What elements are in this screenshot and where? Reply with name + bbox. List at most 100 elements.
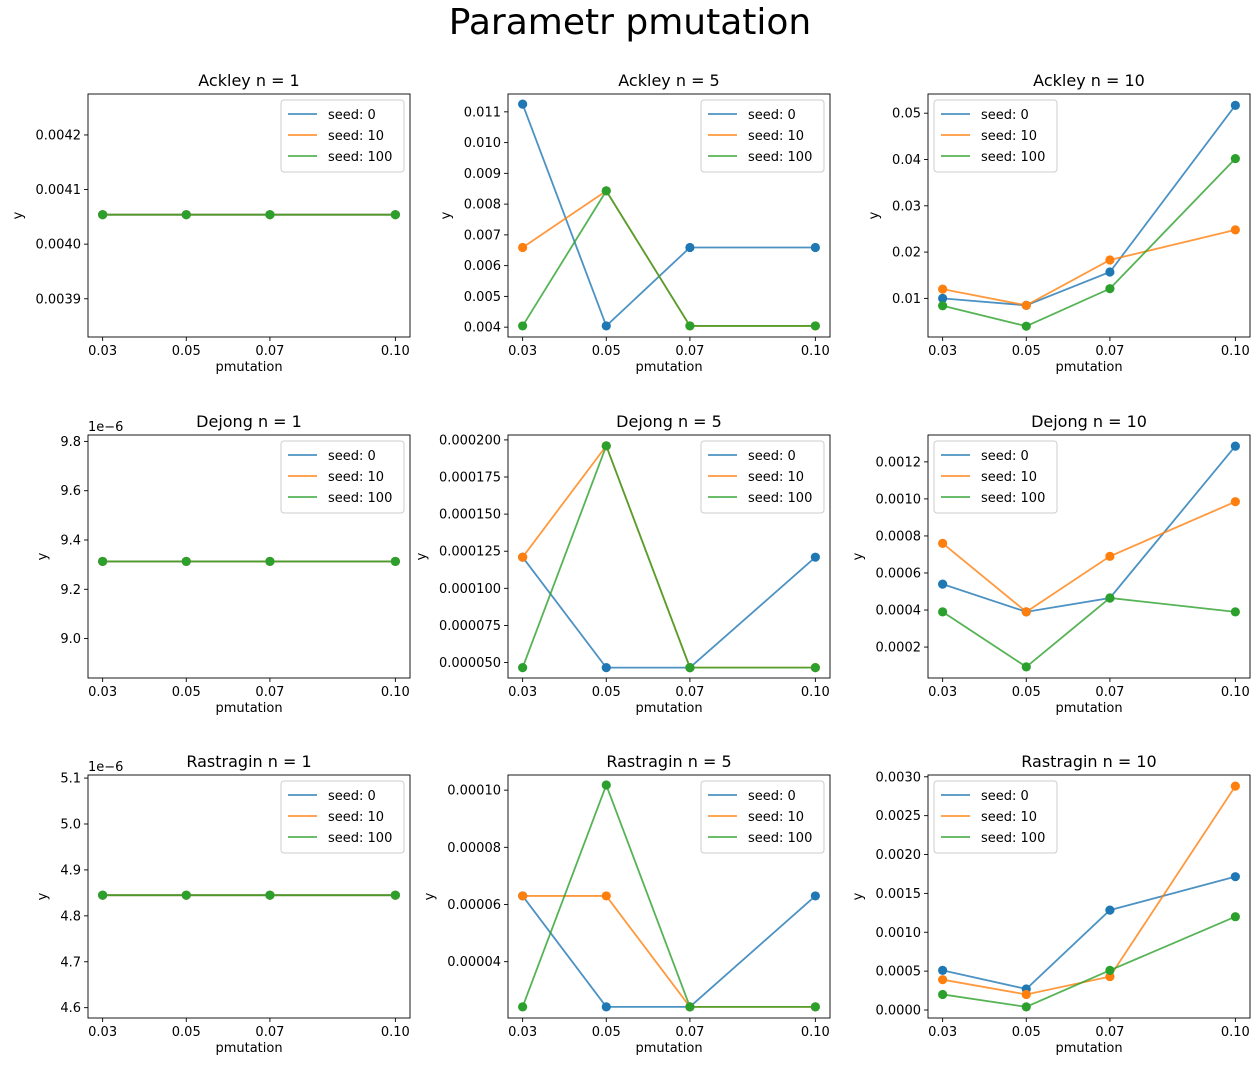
legend-label: seed: 100 [981,831,1045,846]
y-axis-label: y [414,552,429,560]
x-tick-label: 0.03 [88,344,117,359]
series-line [521,556,816,669]
data-point [938,538,948,548]
series-line [942,875,1236,990]
y-tick-label: 0.000050 [439,656,501,671]
y-tick-label: 9.6 [60,484,81,499]
legend-label: seed: 0 [748,108,796,123]
axes-frame [87,434,411,679]
y-tick-label: 0.0040 [36,238,82,253]
legend: seed: 0 seed: 10 seed: 100 [700,780,825,854]
data-point [390,890,400,900]
legend-label: seed: 0 [981,449,1029,464]
legend-label: seed: 100 [328,831,392,846]
chart-panel-3: Ackley n = 10 0.03 0.05 0.07 0.10 pmutation 0.… [867,71,1251,375]
legend-label: seed: 100 [748,491,812,506]
y-tick-label: 0.0020 [876,848,922,863]
y-axis-label: y [439,211,454,219]
chart-panel-7: Rastragin n = 1 0.03 0.05 0.07 0.10 pmutation… [35,752,411,1056]
legend-label: seed: 10 [328,810,384,825]
legend-frame [933,99,1058,173]
y-axis-label: y [423,892,438,900]
data-point [685,321,695,331]
legend-frame [700,440,825,514]
axes-frame [927,434,1251,679]
y-tick-label: 4.9 [60,863,81,878]
y-tick-label: 4.7 [60,955,81,970]
data-point [1021,1002,1031,1012]
x-axis-label: pmutation [215,701,282,716]
data-point [601,186,611,196]
x-tick-label: 0.05 [172,1025,201,1040]
legend-label: seed: 10 [748,810,804,825]
legend-label: seed: 10 [981,470,1037,485]
legend-label: seed: 10 [328,129,384,144]
data-point [1230,872,1240,882]
legend: seed: 0 seed: 10 seed: 100 [280,440,405,514]
x-axis-label: pmutation [635,1041,702,1056]
x-tick-label: 0.05 [1012,344,1041,359]
legend-label: seed: 0 [981,789,1029,804]
x-tick-label: 0.10 [1221,1025,1250,1040]
x-tick-label: 0.07 [255,685,284,700]
x-axis-label: pmutation [1055,701,1122,716]
chart-title: Dejong n = 5 [616,412,722,431]
series-line [942,157,1237,328]
chart-title: Ackley n = 5 [618,71,719,90]
x-tick-label: 0.03 [508,685,537,700]
y-axis-label: y [851,892,866,900]
y-tick-label: 0.006 [464,259,501,274]
x-tick-label: 0.05 [172,344,201,359]
chart-title: Dejong n = 1 [196,412,302,431]
series-line [942,445,1237,613]
y-axis-label: y [35,552,50,560]
series-line [521,189,816,327]
chart-title: Dejong n = 10 [1031,412,1147,431]
y-tick-label: 5.1 [60,772,81,787]
y-tick-label: 0.00004 [447,955,501,970]
data-point [518,552,528,562]
series-line [942,785,1237,996]
axes-frame [927,93,1251,338]
y-tick-label: 0.0006 [876,566,922,581]
data-point [810,1002,820,1012]
data-point [1021,321,1031,331]
y-tick-label: 0.0041 [36,183,82,198]
series-line [521,782,816,1008]
y-axis-label: y [851,552,866,560]
legend-label: seed: 0 [328,789,376,804]
legend-frame [700,780,825,854]
y-tick-label: 0.01 [892,292,921,307]
x-tick-label: 0.03 [88,1025,117,1040]
y-tick-label: 9.0 [60,632,81,647]
data-point [1105,593,1115,603]
series-line [942,228,1236,307]
x-tick-label: 0.05 [592,685,621,700]
legend-frame [933,440,1058,514]
x-tick-label: 0.07 [1095,685,1124,700]
x-axis-label: pmutation [635,701,702,716]
data-point [1230,607,1240,617]
x-tick-label: 0.05 [1012,1025,1041,1040]
data-point [518,242,528,253]
data-point [265,210,275,220]
y-tick-label: 0.00006 [447,898,501,913]
y-axis-label: y [867,211,882,219]
x-tick-label: 0.05 [592,1025,621,1040]
figure-title: Parametr pmutation [448,2,812,43]
x-tick-label: 0.10 [381,344,410,359]
data-point [601,441,611,451]
series-line [942,500,1236,613]
y-tick-label: 4.6 [60,1001,81,1016]
y-tick-label: 0.0015 [876,887,922,902]
data-point [685,242,695,253]
data-point [938,579,948,589]
legend: seed: 0 seed: 10 seed: 100 [280,780,405,854]
legend-label: seed: 10 [981,129,1037,144]
legend-label: seed: 10 [981,810,1037,825]
x-tick-label: 0.10 [801,685,830,700]
data-point [1021,989,1031,1000]
data-point [601,1002,611,1012]
y-tick-label: 0.011 [464,105,501,120]
